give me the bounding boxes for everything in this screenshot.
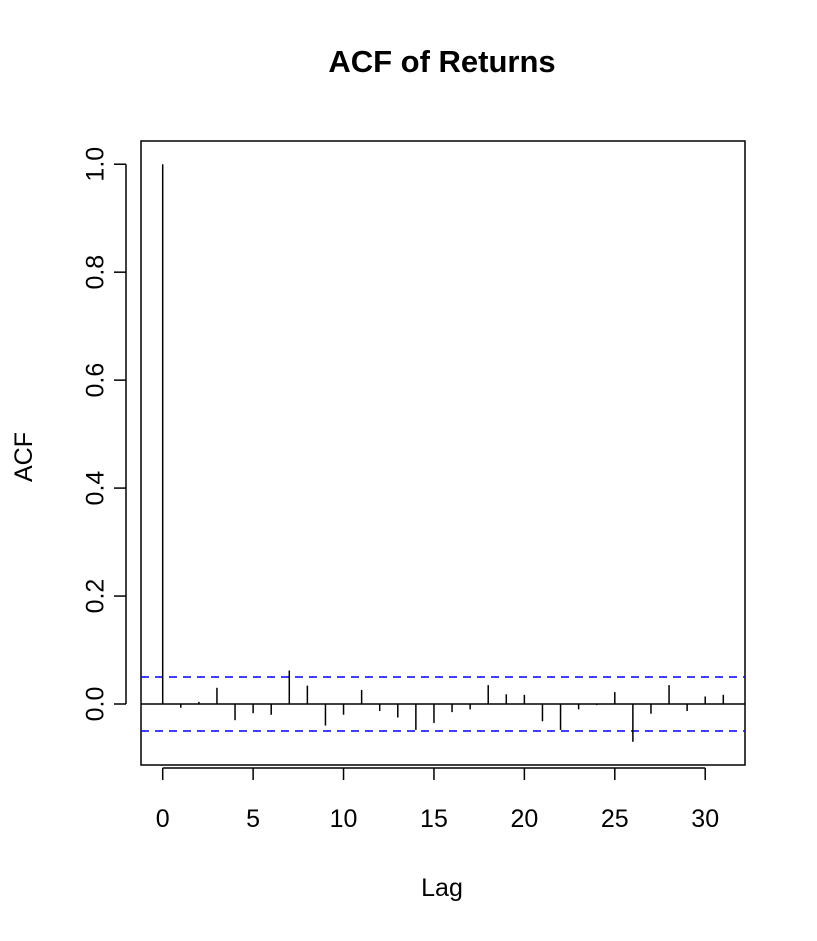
x-axis-label: Lag (421, 874, 463, 902)
x-tick-label: 25 (601, 805, 629, 833)
y-tick-label: 0.0 (82, 687, 110, 722)
y-tick-label: 0.4 (82, 471, 110, 506)
plot-frame (140, 140, 746, 766)
chart-title: ACF of Returns (328, 44, 555, 79)
x-axis: 0 5 10 15 20 25 30 (156, 767, 719, 833)
y-axis-label: ACF (10, 432, 38, 482)
x-tick-label: 5 (246, 805, 260, 833)
y-tick-label: 0.8 (82, 255, 110, 290)
x-tick-label: 0 (156, 805, 170, 833)
y-tick-label: 0.2 (82, 579, 110, 614)
y-axis: 0.0 0.2 0.4 0.6 0.8 1.0 (82, 147, 127, 722)
x-tick-label: 30 (691, 805, 719, 833)
acf-marks (141, 164, 745, 742)
x-tick-label: 15 (420, 805, 448, 833)
x-tick-label: 10 (330, 805, 358, 833)
y-tick-label: 0.6 (82, 363, 110, 398)
x-tick-label: 20 (510, 805, 538, 833)
y-tick-label: 1.0 (82, 147, 110, 182)
